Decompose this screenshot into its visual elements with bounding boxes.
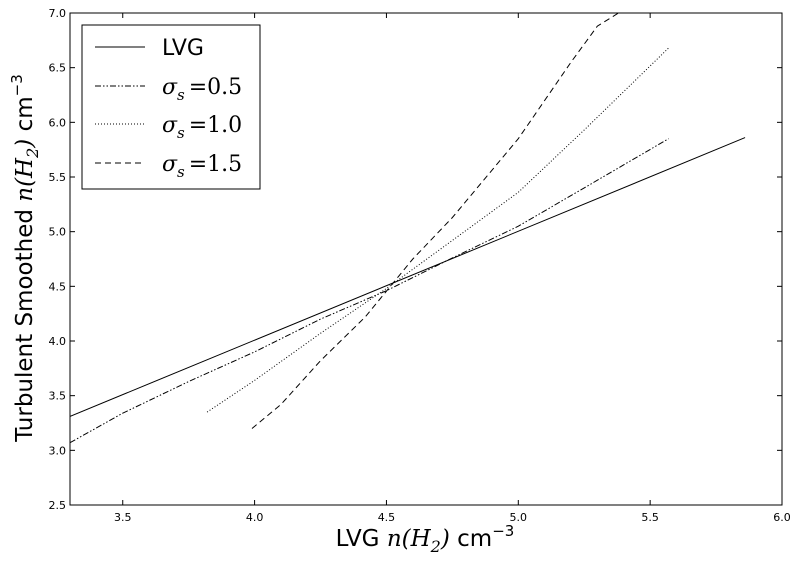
- y-tick-label: 6.5: [49, 62, 67, 75]
- x-tick-label: 3.5: [114, 511, 132, 524]
- legend-label-sigma-05: σs =0.5: [162, 75, 242, 104]
- x-tick-label: 5.0: [510, 511, 528, 524]
- axes-frame: [69, 12, 783, 506]
- series-line-sigma-10: [206, 47, 669, 413]
- legend: LVG σs =0.5 σs =1.0 σs =1.5: [81, 24, 261, 190]
- y-tick-label: 3.5: [49, 390, 67, 403]
- x-axis-title: LVG n(H2) cm−3: [336, 522, 515, 556]
- y-tick-label: 4.0: [49, 335, 67, 348]
- x-tick-label: 6.0: [773, 511, 791, 524]
- legend-label-lvg: LVG: [162, 36, 204, 61]
- x-tick-label: 4.0: [246, 511, 264, 524]
- legend-frame: [81, 24, 261, 190]
- y-tick-label: 7.0: [49, 7, 67, 20]
- y-tick-label: 4.5: [49, 280, 67, 293]
- y-tick-label: 3.0: [49, 444, 67, 457]
- legend-label-sigma-10: σs =1.0: [162, 113, 242, 142]
- x-tick-label: 5.5: [641, 511, 659, 524]
- y-tick-label: 5.5: [49, 171, 67, 184]
- series-line-lvg: [70, 137, 746, 417]
- series-line-sigma-05: [70, 138, 669, 444]
- series-line-sigma-15: [251, 13, 619, 429]
- y-axis-title: Turbulent Smoothed n(H2) cm−3: [8, 74, 42, 443]
- y-tick-label: 5.0: [49, 226, 67, 239]
- axes: 3.5 4.0 4.5 5.0 5.5 6.0 2.5 3.0 3.5 4.0 4.5 5.0 5.5 6…: [49, 7, 791, 524]
- plot-area: [70, 13, 746, 444]
- y-tick-label: 2.5: [49, 499, 67, 512]
- x-tick-label: 4.5: [378, 511, 396, 524]
- legend-label-sigma-15: σs =1.5: [162, 152, 242, 181]
- y-tick-label: 6.0: [49, 116, 67, 129]
